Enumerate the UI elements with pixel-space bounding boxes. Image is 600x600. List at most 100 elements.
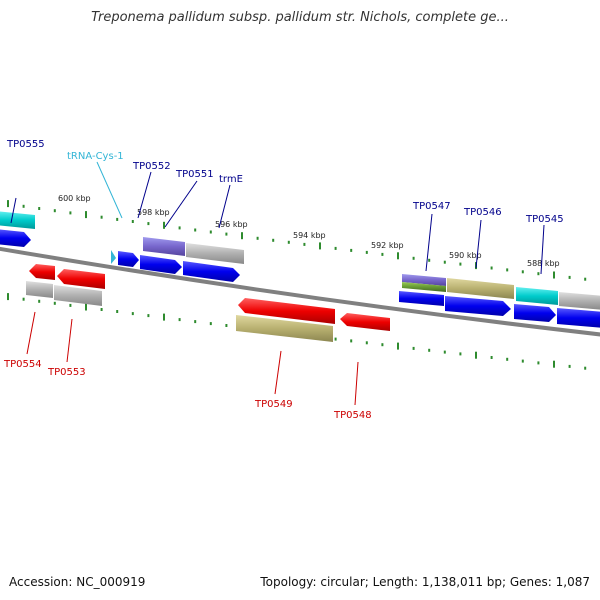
genome-backbone xyxy=(0,246,600,337)
gene-label-tp0549[interactable]: TP0549 xyxy=(254,399,293,410)
cds-arrow[interactable] xyxy=(399,291,444,306)
minor-tick xyxy=(116,217,119,221)
gene-label-tp0547[interactable]: TP0547 xyxy=(412,201,451,212)
minor-tick xyxy=(521,359,524,363)
minor-tick xyxy=(178,226,181,230)
cds-arrow[interactable] xyxy=(340,313,390,331)
minor-tick xyxy=(568,364,571,368)
minor-tick xyxy=(381,252,384,256)
minor-tick xyxy=(69,303,72,307)
minor-tick xyxy=(147,314,150,318)
minor-tick xyxy=(209,230,212,234)
scale-label-592kbp: 592 kbp xyxy=(371,241,404,250)
minor-tick xyxy=(521,270,524,274)
gene-label-tp0545[interactable]: TP0545 xyxy=(525,214,564,225)
minor-tick xyxy=(22,204,25,208)
minor-tick xyxy=(459,352,462,356)
minor-tick xyxy=(428,258,431,262)
minor-tick xyxy=(53,301,56,305)
scale-label-600kbp: 600 kbp xyxy=(58,194,91,203)
minor-tick xyxy=(506,357,509,361)
minor-tick xyxy=(225,232,228,236)
minor-tick xyxy=(459,262,462,266)
gene-bar[interactable] xyxy=(0,211,35,229)
cds-arrow[interactable] xyxy=(238,298,335,324)
minor-tick xyxy=(537,272,540,276)
minor-tick xyxy=(381,343,384,347)
gene-bar[interactable] xyxy=(559,292,600,310)
cds-arrow[interactable] xyxy=(445,296,511,316)
minor-tick xyxy=(350,339,353,343)
minor-tick xyxy=(365,250,368,254)
trna-leader-line xyxy=(96,161,123,219)
scale-label-598kbp: 598 kbp xyxy=(137,208,170,217)
gene-label-tp0554[interactable]: TP0554 xyxy=(3,359,42,370)
minor-tick xyxy=(428,348,431,352)
minor-tick xyxy=(537,361,540,365)
major-tick xyxy=(397,252,399,260)
minor-tick xyxy=(584,277,587,281)
major-tick xyxy=(7,200,9,208)
minor-tick xyxy=(178,318,181,322)
trna-marker[interactable] xyxy=(111,250,116,264)
minor-tick xyxy=(490,356,493,359)
gene-label-tp0548[interactable]: TP0548 xyxy=(333,410,372,421)
major-tick xyxy=(397,342,399,350)
gene-label-trna-cys-1[interactable]: tRNA-Cys-1 xyxy=(67,151,124,162)
minor-tick xyxy=(38,299,41,303)
cds-arrow[interactable] xyxy=(514,304,556,322)
major-tick xyxy=(163,313,165,321)
gene-bar[interactable] xyxy=(54,285,102,306)
cds-arrow[interactable] xyxy=(0,229,31,247)
reverse-gene-row xyxy=(26,281,333,342)
minor-tick xyxy=(334,337,337,341)
minor-tick xyxy=(412,256,415,260)
minor-tick xyxy=(100,215,103,219)
minor-tick xyxy=(272,238,275,242)
minor-tick xyxy=(38,207,41,210)
reverse-cds-row xyxy=(29,264,390,331)
gene-label-tp0555[interactable]: TP0555 xyxy=(6,139,45,150)
minor-tick xyxy=(365,341,368,345)
scale-label-590kbp: 590 kbp xyxy=(449,251,482,260)
gene-bar[interactable] xyxy=(447,278,514,299)
gene-label-tp0546[interactable]: TP0546 xyxy=(463,207,502,218)
cds-arrow[interactable] xyxy=(183,261,240,282)
minor-tick xyxy=(584,366,587,370)
cds-arrow[interactable] xyxy=(140,255,182,274)
minor-tick xyxy=(490,266,493,270)
minor-tick xyxy=(287,240,290,244)
gene-label-trme[interactable]: trmE xyxy=(219,174,243,185)
minor-tick xyxy=(209,322,212,326)
gene-bar[interactable] xyxy=(186,243,244,264)
forward-cds-row xyxy=(0,229,600,328)
cds-arrow[interactable] xyxy=(29,264,55,280)
map-title: Treponema pallidum subsp. pallidum str. … xyxy=(91,10,509,25)
gene-bar[interactable] xyxy=(143,237,185,256)
minor-tick xyxy=(443,350,446,354)
minor-tick xyxy=(568,275,571,279)
major-tick xyxy=(475,351,477,359)
major-tick xyxy=(85,303,87,311)
cds-arrow[interactable] xyxy=(118,251,139,267)
major-tick xyxy=(553,271,555,279)
gene-label-tp0553[interactable]: TP0553 xyxy=(47,367,86,378)
gene-bar[interactable] xyxy=(516,287,558,305)
topology-summary: Topology: circular; Length: 1,138,011 bp… xyxy=(260,575,590,589)
gene-bar[interactable] xyxy=(26,281,53,298)
gene-bar[interactable] xyxy=(402,282,446,292)
minor-tick xyxy=(350,248,353,252)
gene-bar[interactable] xyxy=(236,315,333,342)
scale-label-596kbp: 596 kbp xyxy=(215,220,248,229)
gene-label-tp0551[interactable]: TP0551 xyxy=(175,169,214,180)
minor-tick xyxy=(225,324,228,327)
cds-arrow[interactable] xyxy=(557,308,600,328)
minor-tick xyxy=(303,242,306,246)
minor-tick xyxy=(131,312,134,316)
cds-arrow[interactable] xyxy=(57,269,105,289)
minor-tick xyxy=(194,320,197,324)
gene-label-tp0552[interactable]: TP0552 xyxy=(132,161,171,172)
minor-tick xyxy=(443,260,446,264)
minor-tick xyxy=(194,228,197,232)
